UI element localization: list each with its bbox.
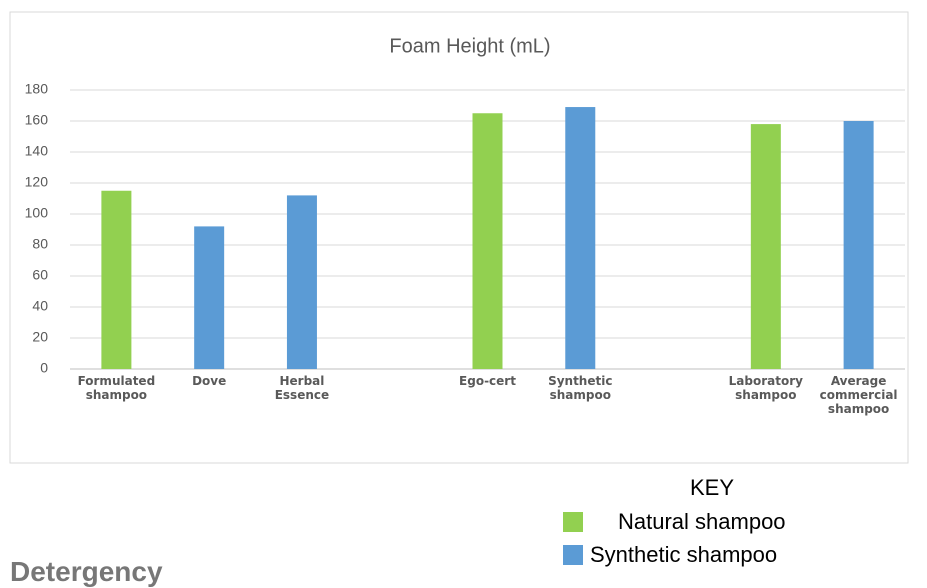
y-tick-label: 60 xyxy=(32,267,48,283)
x-tick-label: Dove xyxy=(192,374,227,388)
x-tick-label: Average commercial shampoo xyxy=(819,374,898,416)
y-tick-label: 80 xyxy=(32,236,48,252)
y-tick-label: 20 xyxy=(32,329,48,345)
page: Foam Height (mL) KEY 0 20 40 60 80 100 120 140 1… xyxy=(9,11,909,587)
y-tick-label: 160 xyxy=(25,112,49,128)
section-heading: Detergency xyxy=(10,556,163,587)
legend-swatch xyxy=(563,512,583,532)
x-tick-label: Formulated shampoo xyxy=(77,374,156,402)
x-tick-label: Herbal Essence xyxy=(274,374,330,402)
bar xyxy=(750,124,781,369)
x-tick-label: Laboratory shampoo xyxy=(728,374,803,402)
y-tick-label: 0 xyxy=(40,360,48,376)
chart-title: Foam Height (mL) xyxy=(389,35,550,57)
bar xyxy=(472,113,503,369)
y-tick-label: 140 xyxy=(25,143,49,159)
y-tick-label: 40 xyxy=(32,298,48,314)
bar xyxy=(101,190,132,369)
x-tick-label: Ego-cert xyxy=(459,374,516,388)
bar xyxy=(565,107,596,370)
legend-label: Synthetic shampoo xyxy=(590,542,777,567)
bar xyxy=(286,195,317,369)
bar xyxy=(843,121,874,369)
legend-swatch xyxy=(563,545,583,565)
y-tick-label: 180 xyxy=(25,81,49,97)
legend-label: Natural shampoo xyxy=(618,509,786,534)
y-tick-label: 120 xyxy=(25,174,49,190)
x-tick-label: Synthetic shampoo xyxy=(548,374,613,402)
chart: Foam Height (mL) KEY 0 20 40 60 80 100 120 140 1… xyxy=(9,11,909,567)
bar xyxy=(194,226,225,369)
y-tick-label: 100 xyxy=(25,205,49,221)
legend-title: KEY xyxy=(690,475,734,500)
